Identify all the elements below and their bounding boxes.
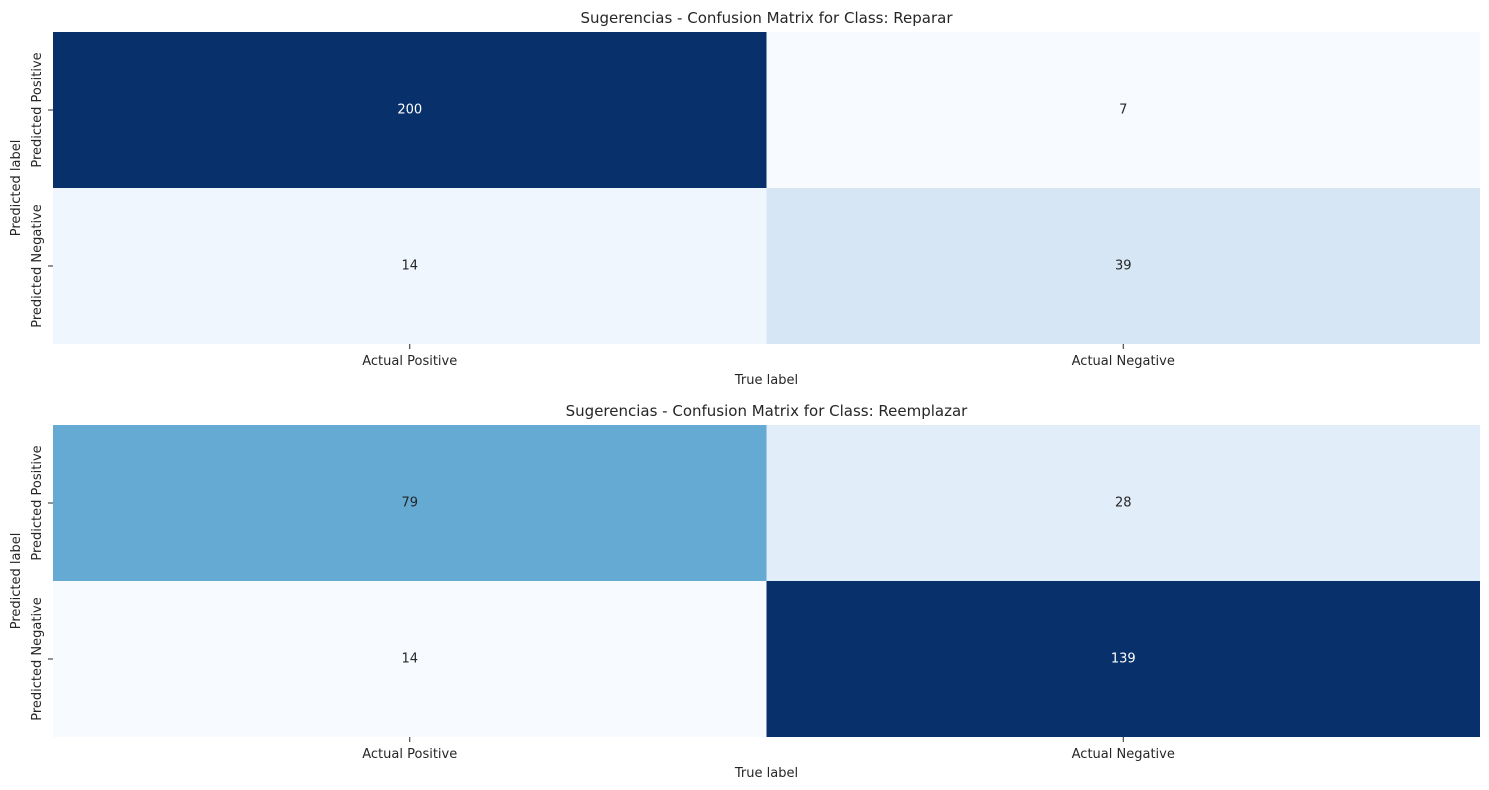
cell-value-label: 7	[1119, 103, 1127, 118]
y-tick-label: Predicted Negative	[30, 204, 45, 328]
y-tick-label: Predicted Negative	[30, 597, 45, 721]
chart-title: Sugerencias - Confusion Matrix for Class…	[566, 402, 969, 420]
x-tick-label: Actual Positive	[362, 747, 457, 762]
cell-value-label: 14	[401, 652, 418, 667]
heatmap-cell	[53, 32, 767, 188]
y-axis-label: Predicted label	[9, 533, 24, 630]
cell-value-label: 28	[1115, 496, 1132, 511]
x-axis-label: True label	[734, 373, 798, 388]
heatmap-cell	[53, 188, 767, 344]
heatmap-cell	[766, 581, 1480, 737]
x-tick-label: Actual Negative	[1072, 747, 1175, 762]
heatmap-panel-1: 200 7 14 39 Sugerencias - Confusion Matrix f…	[9, 9, 1480, 388]
heatmap-cell	[766, 32, 1480, 188]
heatmap-panel-2: 79 28 14 139 Sugerencias - Confusion Matrix …	[9, 402, 1480, 781]
heatmap-cell	[766, 188, 1480, 344]
heatmap-cell	[766, 425, 1480, 581]
x-axis-label: True label	[734, 766, 798, 781]
cell-value-label: 79	[401, 496, 418, 511]
y-tick-label: Predicted Positive	[30, 445, 45, 560]
chart-title: Sugerencias - Confusion Matrix for Class…	[581, 9, 954, 27]
cell-value-label: 14	[401, 259, 418, 274]
y-axis-label: Predicted label	[9, 140, 24, 237]
x-tick-label: Actual Positive	[362, 354, 457, 369]
cell-value-label: 200	[397, 103, 422, 118]
cell-value-label: 139	[1111, 652, 1136, 667]
y-tick-label: Predicted Positive	[30, 52, 45, 167]
heatmap-cell	[53, 425, 767, 581]
heatmap-cell	[53, 581, 767, 737]
cell-value-label: 39	[1115, 259, 1132, 274]
x-tick-label: Actual Negative	[1072, 354, 1175, 369]
